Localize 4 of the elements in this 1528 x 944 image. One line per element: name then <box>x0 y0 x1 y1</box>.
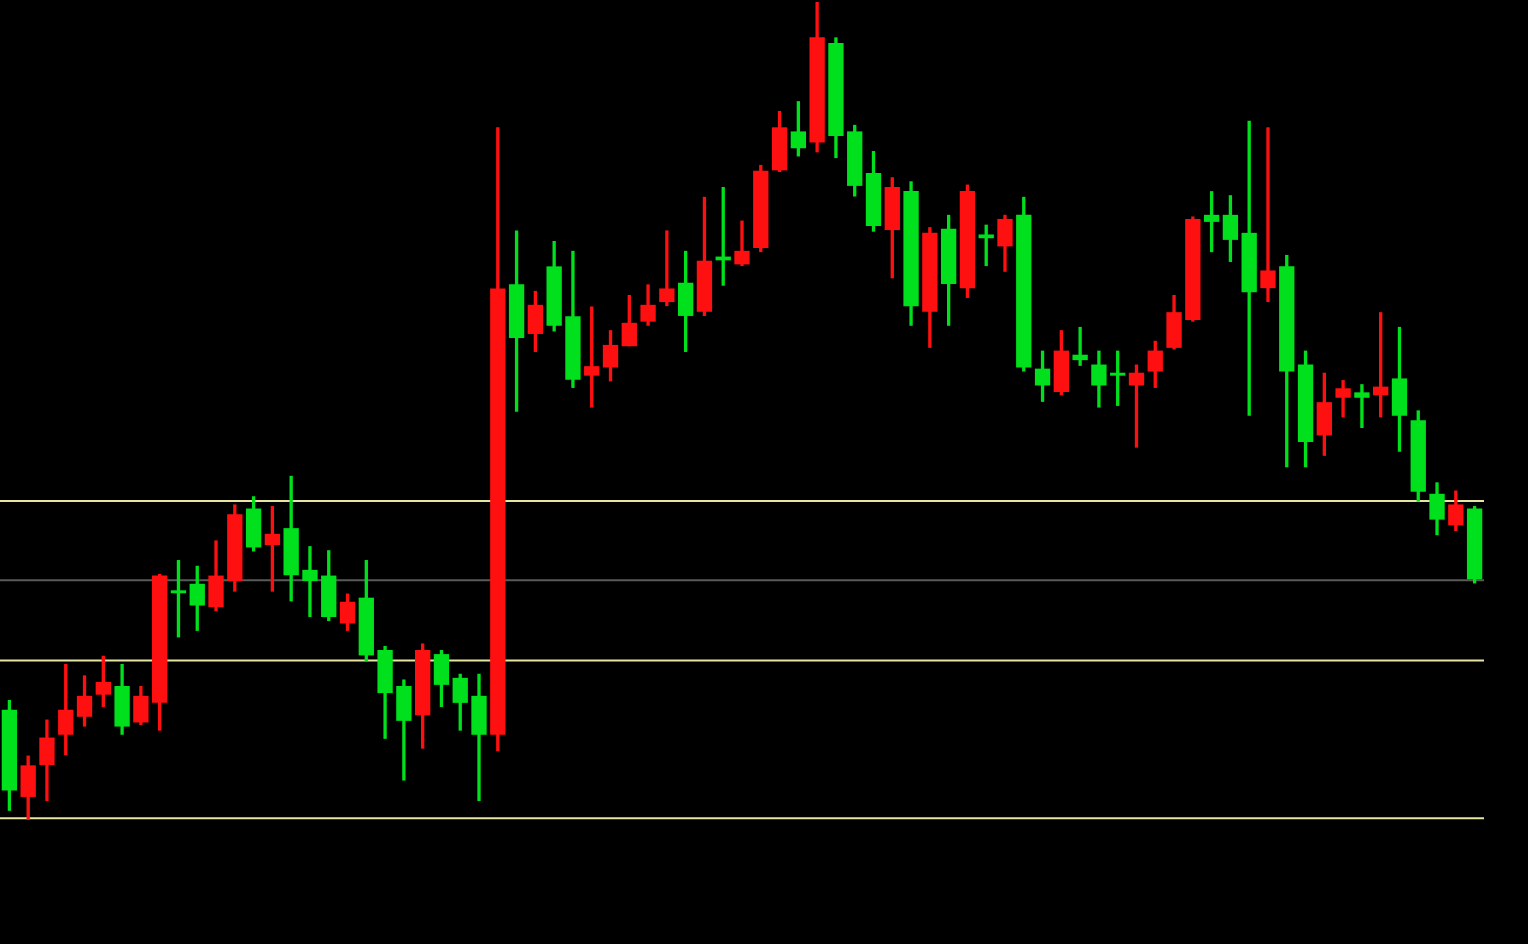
candlestick <box>659 230 675 307</box>
candlestick <box>1260 127 1276 303</box>
candlestick <box>1354 384 1370 429</box>
candlestick <box>1072 326 1088 366</box>
